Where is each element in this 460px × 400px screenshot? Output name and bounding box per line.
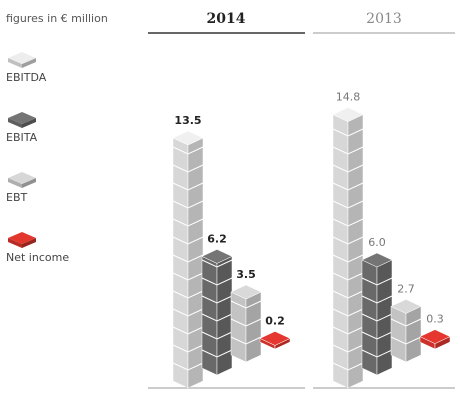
cube-edge (332, 272, 364, 281)
bar (332, 107, 364, 389)
cube-edge (332, 290, 364, 299)
legend-icon-top (8, 232, 36, 244)
bar-top (172, 130, 204, 146)
bar (361, 252, 393, 376)
legend-label: EBITDA (6, 71, 47, 84)
legend-label: EBT (6, 191, 27, 204)
legend-icon-side (22, 118, 36, 128)
cube-edge (230, 336, 262, 345)
cube-edge (332, 200, 364, 209)
legend-icon (8, 172, 36, 188)
cube-edge (201, 331, 233, 340)
cube-edge (390, 336, 422, 345)
legend-icon-side (22, 178, 36, 188)
bar (230, 284, 262, 363)
cube-edge (332, 146, 364, 155)
cube-edge (332, 236, 364, 245)
cube-edge (172, 218, 204, 227)
bar-top (361, 252, 393, 268)
legend-icon (8, 232, 36, 248)
bar-face (201, 256, 218, 376)
cube-edge (230, 300, 262, 309)
group-header: 2013 (366, 11, 402, 27)
legend-icon-top (8, 52, 36, 64)
cube-edge (201, 313, 233, 322)
cube-edge (172, 146, 204, 155)
bar-face (332, 114, 349, 389)
bar (172, 130, 204, 389)
cube-edge (172, 290, 204, 299)
cube-edge (172, 236, 204, 245)
cube-edge (361, 331, 393, 340)
group-header: 2014 (207, 11, 246, 27)
cube-edge (172, 254, 204, 263)
bar-face (405, 306, 422, 363)
cube-edge (172, 182, 204, 191)
cube-edge (332, 182, 364, 191)
bar-top (230, 284, 262, 300)
bar-top (332, 107, 364, 122)
cube-edge (332, 164, 364, 173)
legend-label: Net income (6, 251, 69, 264)
value-label: 0.2 (265, 314, 285, 327)
legend-icon-side (8, 238, 22, 248)
cube-edge (361, 313, 393, 322)
cube-edge (332, 326, 364, 335)
legend-icon-top (8, 112, 36, 124)
value-label: 6.0 (368, 236, 386, 249)
cube-edge (172, 362, 204, 371)
cube-edge (390, 318, 422, 327)
cube-edge (172, 326, 204, 335)
chart-subtitle: figures in € million (6, 12, 108, 25)
legend-icon-side (8, 178, 22, 188)
bar-top (419, 329, 451, 344)
bar-top (201, 249, 233, 264)
legend-icon (8, 52, 36, 68)
bar (201, 249, 233, 376)
legend-icon-side (22, 238, 36, 248)
value-label: 0.3 (426, 313, 444, 326)
cube-edge (172, 344, 204, 353)
cube-edge (332, 218, 364, 227)
bar (259, 331, 291, 350)
cube-edge (201, 349, 233, 358)
cube-edge (172, 200, 204, 209)
bar-face (216, 256, 233, 376)
cube-edge (332, 308, 364, 317)
bar-top (390, 299, 422, 314)
legend-icon-side (8, 58, 22, 68)
cube-edge (332, 128, 364, 137)
legend-icon-side (22, 58, 36, 68)
legend-icon (8, 112, 36, 128)
cube-edge (332, 344, 364, 353)
cube-edge (201, 277, 233, 286)
legend-icon-top (8, 172, 36, 184)
bar (419, 329, 451, 350)
cube-edge (361, 349, 393, 358)
value-label: 14.8 (336, 91, 361, 104)
bar-top (259, 331, 291, 346)
legend-icon-side (8, 118, 22, 128)
cube-edge (201, 295, 233, 304)
bar (390, 299, 422, 363)
value-label: 3.5 (236, 268, 256, 281)
cube-edge (332, 254, 364, 263)
cube-edge (172, 164, 204, 173)
cube-edge (361, 277, 393, 286)
cube-edge (230, 318, 262, 327)
cube-edge (201, 259, 233, 268)
cube-edge (172, 272, 204, 281)
bar-face (347, 114, 364, 389)
legend-label: EBITA (6, 131, 38, 144)
value-label: 13.5 (174, 114, 201, 127)
cube-edge (361, 295, 393, 304)
bar-face (390, 306, 407, 363)
cube-edge (332, 362, 364, 371)
value-label: 6.2 (207, 232, 227, 245)
value-label: 2.7 (397, 282, 415, 295)
cube-edge (172, 308, 204, 317)
